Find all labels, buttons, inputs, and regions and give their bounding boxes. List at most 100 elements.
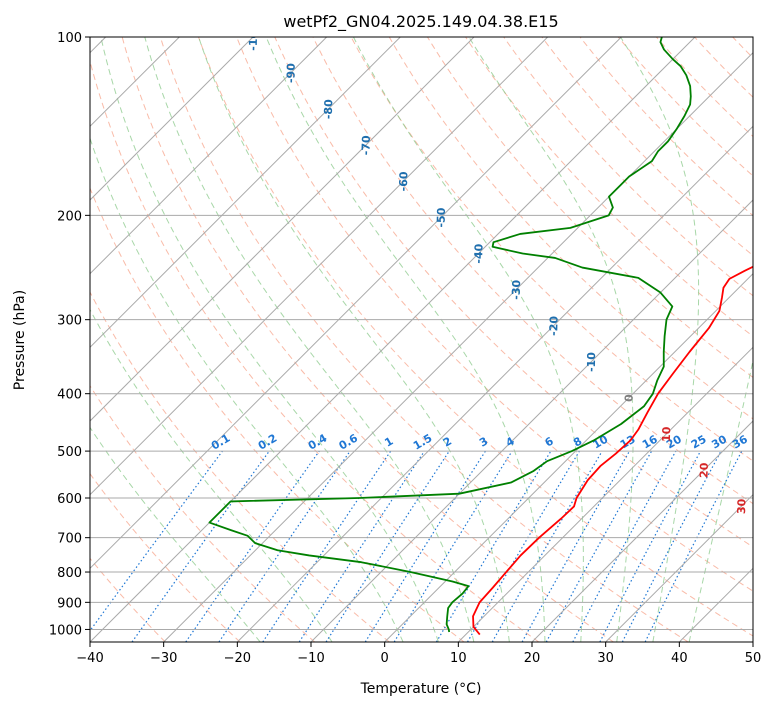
mixing-ratio-label: 6 [543, 434, 556, 449]
isotherm-gridline [384, 272, 753, 642]
isotherm-gridline [90, 37, 475, 422]
moist-adiabat-line [353, 37, 584, 642]
mixing-ratio-line [435, 450, 552, 642]
y-tick-label: 100 [57, 31, 82, 46]
mixing-ratio-label: 0.4 [306, 431, 330, 452]
plot-frame [89, 36, 754, 643]
x-tick-label: 0 [381, 651, 389, 666]
dry-adiabat-line [388, 37, 753, 420]
isotherm-label: -60 [397, 171, 411, 192]
dewpoint-profile-line [208, 37, 692, 633]
x-axis-label: Temperature (°C) [360, 681, 482, 697]
mixing-ratio-line [298, 450, 425, 642]
mixing-ratio-line [644, 450, 743, 642]
isotherm-gridline [90, 37, 549, 496]
dry-adiabat-line [90, 186, 465, 642]
isotherm-gridline [236, 125, 753, 642]
sounding-series [208, 37, 753, 636]
mixing-ratio-label: 3 [477, 435, 490, 450]
moist-adiabat-line [90, 308, 333, 642]
mixing-ratio-line [393, 450, 513, 642]
y-tick-label: 800 [57, 566, 82, 581]
y-tick-label: 400 [57, 388, 82, 403]
x-tick-label: −40 [76, 651, 103, 666]
mixing-ratio-label: 1 [382, 435, 395, 450]
mixing-ratio-line [90, 450, 223, 632]
moist-adiabat-line [620, 37, 700, 642]
mixing-ratio-label: 30 [709, 432, 729, 451]
mixing-ratio-line [621, 450, 722, 642]
isotherm-label: -90 [284, 63, 298, 84]
x-axis: −40 −30 −20 −10 0 10 20 30 40 50 [76, 642, 761, 666]
dry-adiabat-line [159, 37, 689, 642]
y-tick-label: 500 [57, 445, 82, 460]
isotherm-label: 30 [735, 498, 748, 514]
mixing-ratio-label: 36 [730, 432, 750, 451]
dry-adiabat-line [655, 37, 753, 138]
y-tick-label: 700 [57, 532, 82, 547]
dry-adiabat-line [465, 37, 753, 337]
y-axis: 1000 900 800 700 600 500 400 300 200 100 [49, 31, 90, 638]
isotherm-label: -70 [359, 135, 373, 156]
isotherm-gridline [752, 641, 753, 642]
moist-adiabat-line [468, 37, 634, 642]
y-tick-label: 1000 [49, 623, 82, 638]
dry-adiabat-line [617, 37, 753, 177]
isotherm-label: -20 [547, 315, 561, 336]
moist-adiabat-line [90, 426, 261, 642]
y-tick-label: 600 [57, 492, 82, 507]
mixing-ratio-line [131, 450, 270, 642]
isotherm-gridline [605, 493, 753, 642]
dry-adiabat-line [236, 37, 753, 592]
mixing-ratio-line [599, 450, 702, 642]
mixing-ratio-line [572, 450, 677, 642]
x-tick-label: 10 [450, 651, 467, 666]
isotherm-label: -30 [510, 279, 524, 300]
grid-lines [90, 37, 753, 642]
isotherm-label: -100 [247, 23, 261, 51]
mixing-ratio-label: 2 [441, 435, 454, 450]
plot-area: 0.1 0.2 0.4 0.6 1 1.5 2 3 4 6 8 10 13 16 20 25 30 36-100-… [90, 23, 775, 642]
isotherm-gridline [90, 37, 696, 642]
isotherm-gridline [90, 37, 254, 201]
x-tick-label: 20 [524, 651, 541, 666]
isotherm-label: -50 [435, 207, 449, 228]
mixing-ratio-label: 25 [689, 433, 709, 452]
moist-adiabat-line [90, 136, 404, 642]
x-tick-label: 40 [671, 651, 688, 666]
mixing-ratio-line [325, 450, 450, 642]
x-tick-label: −30 [150, 651, 177, 666]
dry-adiabat-line [90, 59, 540, 642]
isotherm-gridline [310, 199, 753, 642]
isotherm-gridline [90, 37, 328, 275]
dry-adiabat-line [541, 37, 753, 257]
isotherm-gridline [457, 346, 753, 642]
isotherm-gridline [531, 420, 753, 642]
y-tick-label: 900 [57, 596, 82, 611]
x-tick-label: 30 [597, 651, 614, 666]
background-lines [90, 37, 775, 642]
isotherm-label: -40 [472, 243, 486, 264]
dry-adiabat-line [312, 37, 753, 505]
mixing-ratio-line [521, 450, 631, 642]
isotherm-label: -80 [322, 99, 336, 120]
mixing-ratio-line [262, 450, 392, 642]
isotherm-label: 0 [622, 394, 635, 402]
mixing-ratio-label: 10 [590, 432, 610, 451]
dry-adiabat-line [771, 37, 775, 642]
dry-adiabat-line [732, 37, 753, 59]
mixing-ratio-label: 16 [640, 432, 660, 451]
dry-adiabat-line [274, 37, 753, 548]
mixing-ratio-label: 1.5 [411, 432, 434, 453]
x-tick-label: 50 [745, 651, 762, 666]
dry-adiabat-line [90, 472, 241, 642]
dry-adiabat-line [503, 37, 753, 297]
isotherm-gridline [678, 567, 753, 642]
moist-adiabat-line [144, 37, 475, 642]
dry-adiabat-line [121, 37, 614, 642]
dry-adiabat-line [198, 37, 753, 637]
dry-adiabat-line [90, 384, 316, 642]
isotherm-label: 20 [697, 462, 710, 478]
y-tick-label: 300 [57, 314, 82, 329]
